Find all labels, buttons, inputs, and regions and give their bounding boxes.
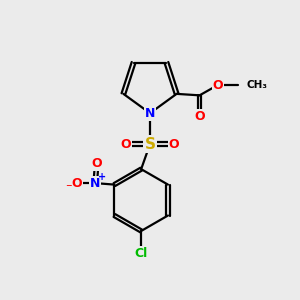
- Text: N: N: [145, 107, 155, 120]
- Text: S: S: [145, 136, 155, 152]
- Text: CH₃: CH₃: [247, 80, 268, 90]
- Text: O: O: [169, 138, 179, 151]
- Text: N: N: [90, 177, 101, 190]
- Text: O: O: [194, 110, 205, 123]
- Text: O: O: [72, 177, 82, 190]
- Text: O: O: [92, 157, 102, 169]
- Text: ⁻: ⁻: [65, 182, 72, 195]
- Text: Cl: Cl: [134, 247, 148, 260]
- Text: O: O: [212, 79, 223, 92]
- Text: +: +: [98, 172, 106, 182]
- Text: O: O: [121, 138, 131, 151]
